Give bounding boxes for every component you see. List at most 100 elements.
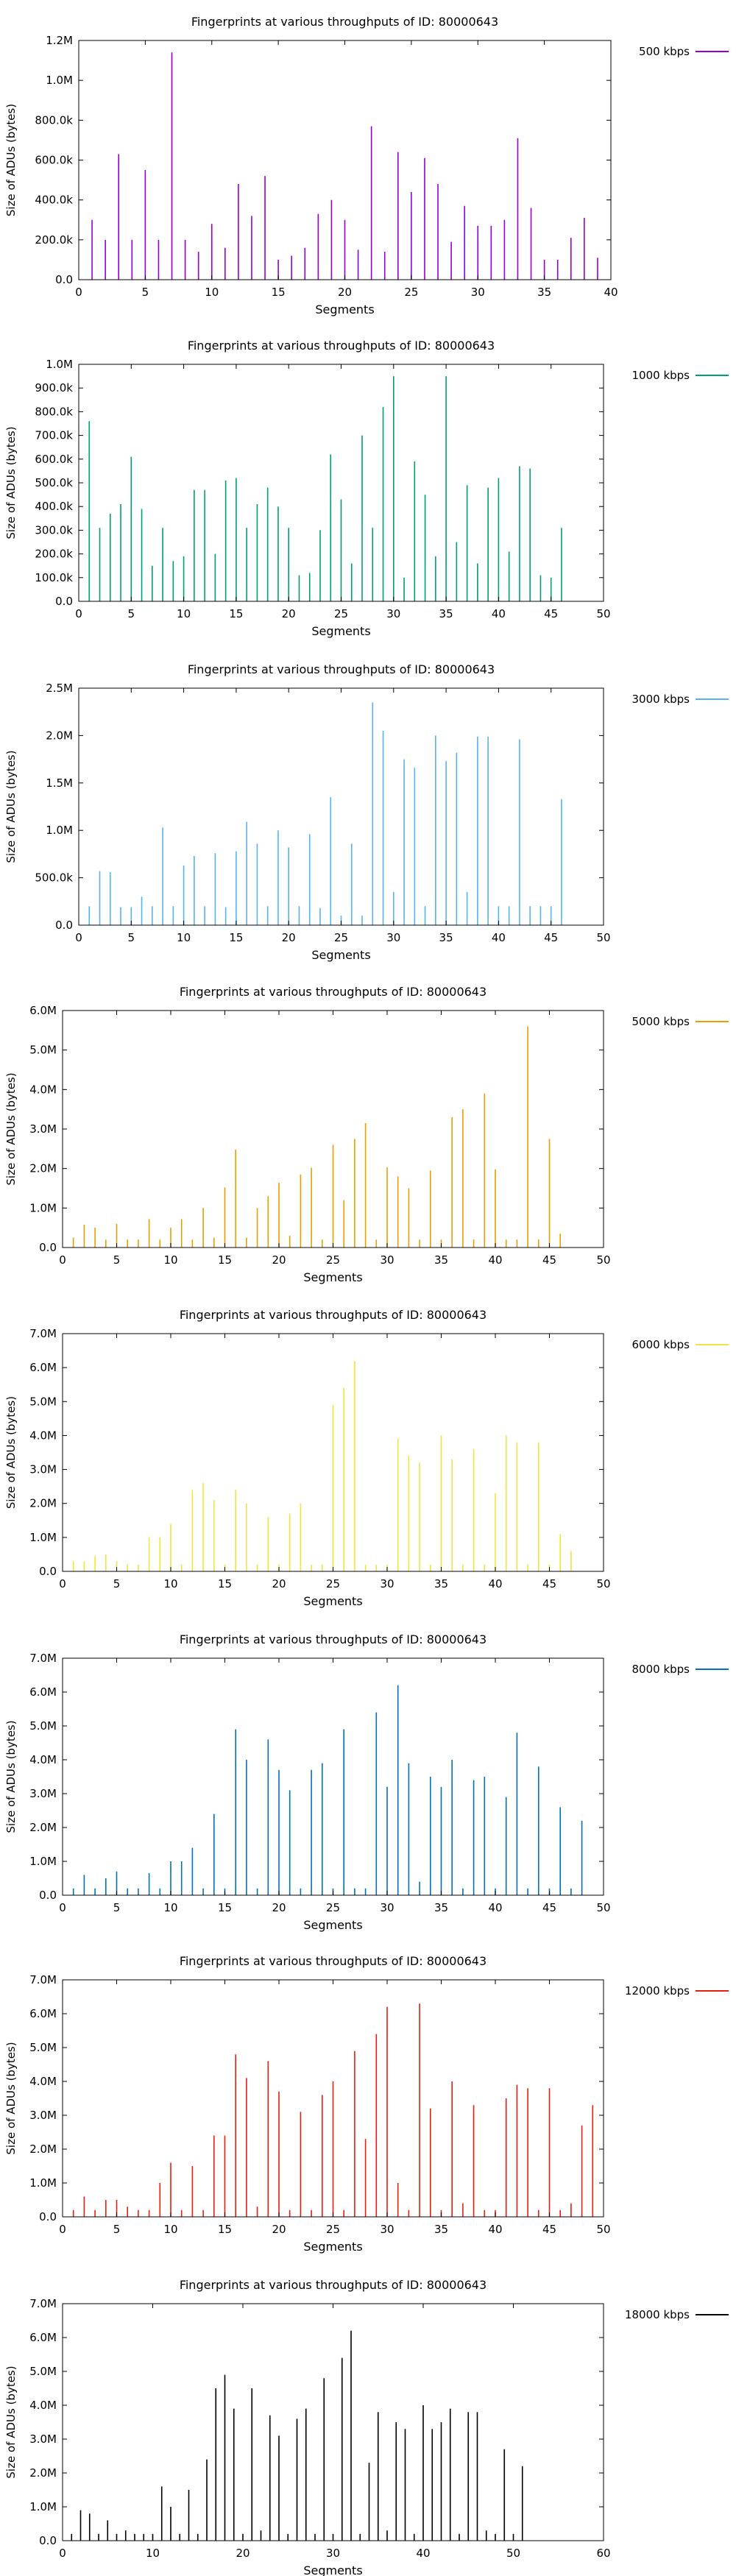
x-axis-label: Segments (303, 1594, 362, 1608)
x-tick-label: 10 (163, 1901, 177, 1914)
y-tick-label: 1.2M (46, 34, 73, 47)
chart-panel: Fingerprints at various throughputs of I… (4, 339, 729, 638)
y-tick-label: 3.0M (29, 2432, 57, 2446)
y-tick-label: 6.0M (29, 1004, 57, 1017)
x-tick-label: 20 (272, 1901, 286, 1914)
y-tick-label: 400.0k (35, 194, 73, 207)
y-tick-label: 1.0M (29, 2500, 57, 2513)
chart-panel: Fingerprints at various throughputs of I… (4, 662, 729, 962)
chart-title: Fingerprints at various throughputs of I… (191, 15, 498, 29)
x-tick-label: 35 (434, 1901, 448, 1914)
x-tick-label: 35 (434, 2223, 448, 2236)
y-tick-label: 0.0 (39, 2534, 57, 2547)
x-tick-label: 30 (386, 607, 400, 620)
y-tick-label: 1.0M (46, 824, 73, 837)
x-tick-label: 20 (272, 1577, 286, 1590)
x-tick-label: 20 (282, 607, 296, 620)
y-tick-label: 1.0M (29, 1201, 57, 1214)
x-tick-label: 40 (488, 2223, 502, 2236)
x-tick-label: 25 (404, 286, 418, 299)
chart-panel: Fingerprints at various throughputs of I… (4, 15, 729, 316)
x-tick-label: 40 (488, 1901, 502, 1914)
y-tick-label: 600.0k (35, 154, 73, 167)
x-axis-label: Segments (311, 624, 370, 638)
y-tick-label: 400.0k (35, 500, 73, 513)
x-tick-label: 5 (128, 931, 135, 944)
x-tick-label: 30 (386, 931, 400, 944)
x-tick-label: 30 (380, 1253, 394, 1267)
y-tick-label: 1.0M (29, 1855, 57, 1868)
x-tick-label: 35 (439, 931, 453, 944)
x-tick-label: 30 (380, 2223, 394, 2236)
y-tick-label: 4.0M (29, 2399, 57, 2412)
y-tick-label: 800.0k (35, 113, 73, 127)
y-axis-label: Size of ADUs (bytes) (4, 426, 18, 539)
x-tick-label: 0 (59, 2547, 66, 2560)
x-tick-label: 0 (75, 931, 82, 944)
x-tick-label: 40 (416, 2547, 430, 2560)
x-tick-label: 25 (326, 1901, 340, 1914)
x-tick-label: 30 (326, 2547, 340, 2560)
x-tick-label: 45 (544, 931, 558, 944)
plot-frame (62, 1657, 604, 1896)
y-tick-label: 3.0M (29, 1463, 57, 1476)
x-tick-label: 35 (537, 286, 551, 299)
x-tick-label: 45 (542, 1253, 556, 1267)
chart-title: Fingerprints at various throughputs of I… (180, 2278, 486, 2292)
chart-panel: Fingerprints at various throughputs of I… (4, 985, 729, 1284)
x-tick-label: 0 (59, 1901, 66, 1914)
x-tick-label: 25 (334, 931, 348, 944)
x-tick-label: 15 (218, 2223, 232, 2236)
x-tick-label: 5 (113, 1901, 121, 1914)
x-axis-label: Segments (315, 302, 374, 316)
chart-title: Fingerprints at various throughputs of I… (188, 339, 495, 353)
y-tick-label: 0.0 (39, 1565, 57, 1578)
x-tick-label: 25 (326, 1253, 340, 1267)
x-axis-label: Segments (303, 1270, 362, 1284)
y-tick-label: 0.0 (55, 273, 73, 286)
chart-title: Fingerprints at various throughputs of I… (180, 1308, 486, 1322)
x-tick-label: 10 (146, 2547, 160, 2560)
x-tick-label: 50 (596, 1577, 610, 1590)
x-tick-label: 0 (59, 1577, 66, 1590)
y-tick-label: 1.0M (46, 74, 73, 87)
x-tick-label: 15 (218, 1577, 232, 1590)
y-tick-label: 900.0k (35, 381, 73, 394)
x-tick-label: 35 (434, 1577, 448, 1590)
x-tick-label: 10 (163, 2223, 177, 2236)
legend-label: 3000 kbps (632, 693, 690, 706)
y-axis-label: Size of ADUs (bytes) (4, 2042, 18, 2154)
y-tick-label: 3.0M (29, 1122, 57, 1136)
x-tick-label: 45 (542, 1577, 556, 1590)
y-tick-label: 1.0M (46, 358, 73, 371)
y-tick-label: 700.0k (35, 429, 73, 442)
y-tick-label: 5.0M (29, 2365, 57, 2378)
y-axis-label: Size of ADUs (bytes) (4, 1720, 18, 1833)
y-tick-label: 1.5M (46, 776, 73, 790)
y-tick-label: 5.0M (29, 2041, 57, 2054)
y-axis-label: Size of ADUs (bytes) (4, 104, 18, 216)
x-tick-label: 10 (177, 931, 191, 944)
y-tick-label: 2.5M (46, 682, 73, 695)
x-axis-label: Segments (311, 948, 370, 962)
chart-title: Fingerprints at various throughputs of I… (180, 1954, 486, 1968)
y-tick-label: 4.0M (29, 1083, 57, 1096)
y-tick-label: 7.0M (29, 1652, 57, 1665)
y-tick-label: 3.0M (29, 1787, 57, 1800)
x-tick-label: 50 (596, 1901, 610, 1914)
x-tick-label: 45 (542, 1901, 556, 1914)
x-axis-label: Segments (303, 2563, 362, 2576)
y-tick-label: 3.0M (29, 2109, 57, 2122)
y-tick-label: 0.0 (55, 919, 73, 932)
x-tick-label: 15 (272, 286, 286, 299)
y-tick-label: 7.0M (29, 1327, 57, 1340)
legend-label: 1000 kbps (632, 369, 690, 382)
x-tick-label: 45 (542, 2223, 556, 2236)
x-axis-label: Segments (303, 2240, 362, 2254)
legend-label: 12000 kbps (625, 1984, 690, 1998)
x-tick-label: 20 (282, 931, 296, 944)
x-tick-label: 35 (439, 607, 453, 620)
y-tick-label: 1.0M (29, 1531, 57, 1544)
x-tick-label: 15 (229, 931, 243, 944)
